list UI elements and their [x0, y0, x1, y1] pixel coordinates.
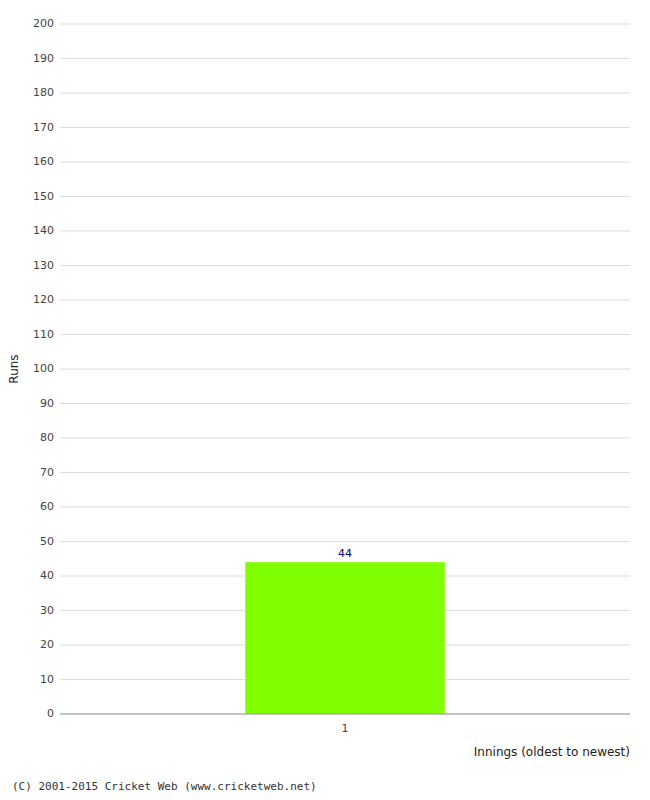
y-tick-label: 30	[40, 604, 54, 617]
y-tick-label: 100	[33, 362, 54, 375]
grid-line	[60, 714, 630, 715]
grid-line	[60, 24, 630, 25]
x-axis-label: Innings (oldest to newest)	[474, 745, 630, 759]
grid-line	[60, 265, 630, 266]
footer-text: (C) 2001-2015 Cricket Web (www.cricketwe…	[12, 780, 317, 793]
y-tick-label: 200	[33, 17, 54, 30]
y-tick-label: 130	[33, 259, 54, 272]
x-axis: 1	[60, 714, 630, 735]
grid-line	[60, 334, 630, 335]
y-tick-label: 140	[33, 224, 54, 237]
grid-line	[60, 507, 630, 508]
y-tick-label: 0	[47, 707, 54, 720]
grid-line	[60, 58, 630, 59]
y-tick-label: 120	[33, 293, 54, 306]
grid-line	[60, 196, 630, 197]
y-tick-label: 160	[33, 155, 54, 168]
y-tick-label: 80	[40, 431, 54, 444]
y-tick-label: 40	[40, 569, 54, 582]
y-tick-label: 110	[33, 328, 54, 341]
y-tick-label: 90	[40, 397, 54, 410]
bar	[245, 562, 445, 714]
grid-line	[60, 231, 630, 232]
grid-line	[60, 162, 630, 163]
y-tick-label: 50	[40, 535, 54, 548]
grid-line	[60, 541, 630, 542]
grid-line	[60, 127, 630, 128]
data-labels: 44	[338, 547, 352, 560]
x-tick-label: 1	[342, 722, 349, 735]
y-tick-label: 150	[33, 190, 54, 203]
grid-line	[60, 472, 630, 473]
chart: 0 10 20 30 40 50 60 70 80 90 100 110 120 130 140 150 160…	[0, 0, 650, 800]
y-tick-label: 10	[40, 673, 54, 686]
y-tick-label: 190	[33, 52, 54, 65]
data-label: 44	[338, 547, 352, 560]
y-tick-label: 70	[40, 466, 54, 479]
y-tick-label: 60	[40, 500, 54, 513]
x-axis-line	[60, 714, 630, 715]
y-axis: 0 10 20 30 40 50 60 70 80 90 100 110 120 130 140 150 160…	[33, 17, 54, 720]
y-axis-label: Runs	[7, 354, 21, 383]
y-tick-label: 180	[33, 86, 54, 99]
bars	[245, 562, 445, 714]
y-tick-label: 20	[40, 638, 54, 651]
y-grid	[60, 24, 630, 714]
grid-line	[60, 369, 630, 370]
grid-line	[60, 438, 630, 439]
grid-line	[60, 403, 630, 404]
y-tick-label: 170	[33, 121, 54, 134]
grid-line	[60, 93, 630, 94]
grid-line	[60, 300, 630, 301]
